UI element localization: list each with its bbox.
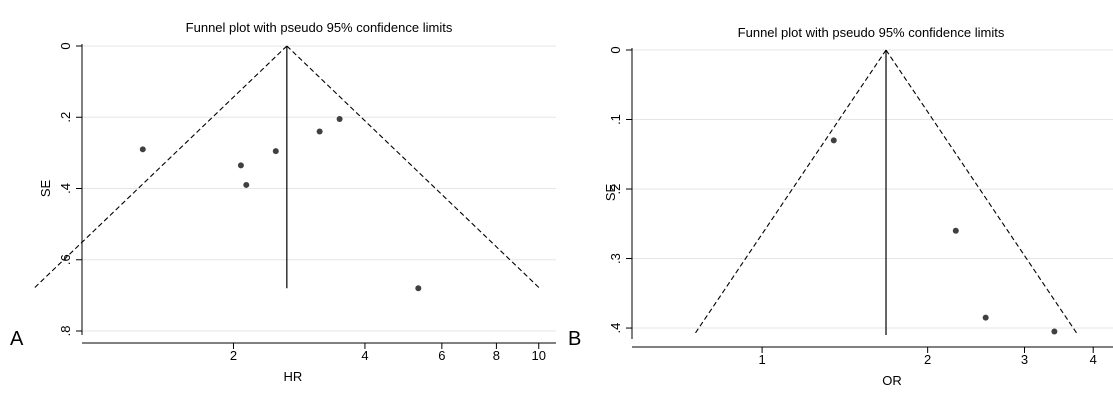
x-tick-label: 4 xyxy=(1090,352,1097,367)
study-point xyxy=(316,128,323,135)
ci-limit-right xyxy=(286,45,541,289)
x-tick-label: 10 xyxy=(532,348,546,363)
y-tick-label: .8 xyxy=(58,326,73,337)
study-point xyxy=(952,227,959,234)
y-tick-label: .3 xyxy=(608,253,623,264)
y-tick-label: .2 xyxy=(58,112,73,123)
x-tick-label: 4 xyxy=(361,348,368,363)
y-tick-label: 0 xyxy=(58,42,73,49)
funnel-plot-a-svg: Funnel plot with pseudo 95% confidence l… xyxy=(33,20,568,384)
funnel-plot-panel-a: Funnel plot with pseudo 95% confidence l… xyxy=(0,0,568,390)
x-axis-label: OR xyxy=(882,373,902,388)
ci-limit-left xyxy=(693,49,887,336)
y-tick-label: .1 xyxy=(608,114,623,125)
panel-label-a: A xyxy=(10,328,24,350)
x-tick-label: 6 xyxy=(438,348,445,363)
y-tick-label: 0 xyxy=(608,46,623,53)
y-tick-label: .6 xyxy=(58,254,73,265)
x-tick-label: 8 xyxy=(493,348,500,363)
funnel-plot-b-svg: Funnel plot with pseudo 95% confidence l… xyxy=(603,25,1113,388)
x-axis-label: HR xyxy=(283,369,302,384)
panel-label-b: B xyxy=(568,328,582,350)
study-point xyxy=(336,116,343,123)
study-point xyxy=(982,314,989,321)
y-axis-label: SE xyxy=(603,184,618,202)
y-tick-label: .2 xyxy=(608,184,623,195)
x-tick-label: 2 xyxy=(230,348,237,363)
chart-title: Funnel plot with pseudo 95% confidence l… xyxy=(186,20,453,35)
x-tick-label: 2 xyxy=(924,352,931,367)
study-point xyxy=(830,137,837,144)
y-tick-label: .4 xyxy=(608,323,623,334)
y-axis-label: SE xyxy=(38,180,53,198)
x-tick-label: 3 xyxy=(1021,352,1028,367)
study-point xyxy=(272,148,279,155)
funnel-plot-panel-b: Funnel plot with pseudo 95% confidence l… xyxy=(557,0,1113,390)
study-point xyxy=(243,181,250,188)
ci-limit-right xyxy=(885,49,1079,336)
x-tick-label: 1 xyxy=(758,352,765,367)
study-point xyxy=(139,146,146,153)
y-tick-label: .4 xyxy=(58,183,73,194)
chart-title: Funnel plot with pseudo 95% confidence l… xyxy=(738,25,1005,40)
study-point xyxy=(415,285,422,292)
ci-limit-left xyxy=(33,45,288,289)
study-point xyxy=(237,162,244,169)
study-point xyxy=(1051,328,1058,335)
